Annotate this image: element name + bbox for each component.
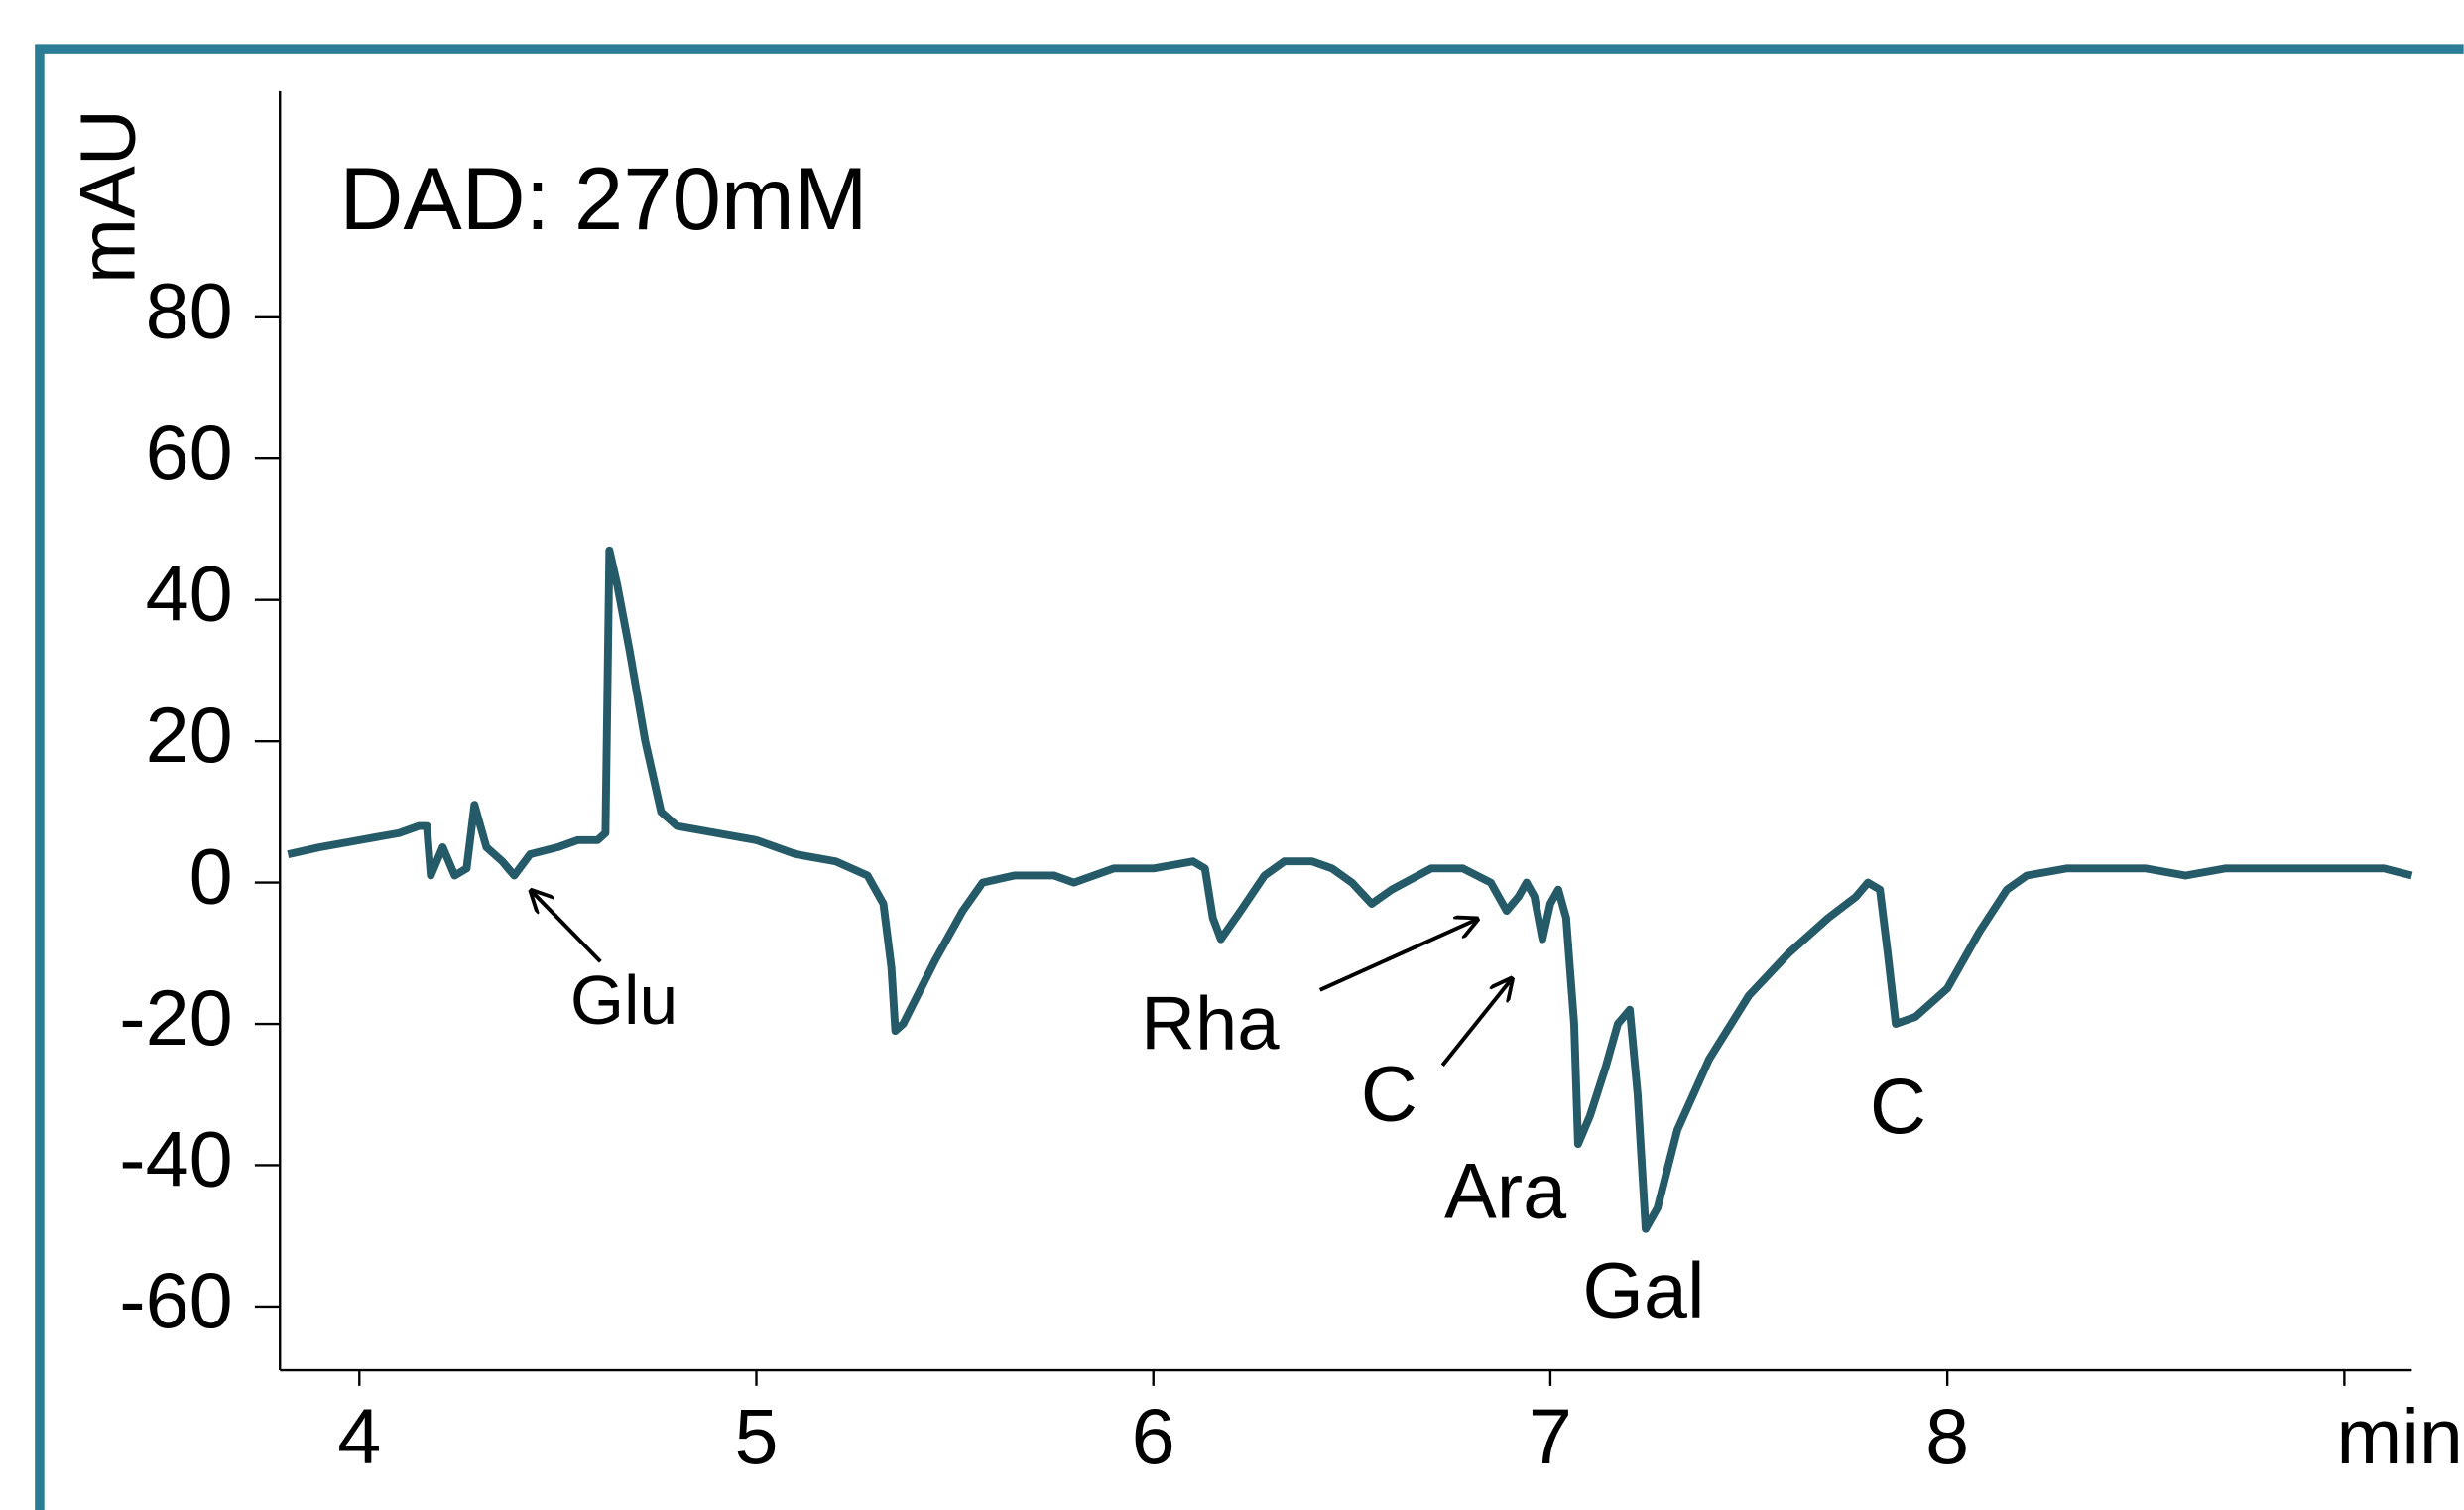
y-tick-label: -20 xyxy=(119,973,232,1062)
peak-label: Glu xyxy=(570,961,678,1039)
y-tick-label: 80 xyxy=(146,267,233,355)
peak-label: C xyxy=(1870,1062,1926,1150)
peak-label: Rha xyxy=(1141,981,1280,1066)
peak-arrow xyxy=(1440,979,1512,1068)
x-tick-label: 7 xyxy=(1529,1392,1572,1480)
peak-label: C xyxy=(1361,1050,1417,1138)
y-tick-label: 20 xyxy=(146,691,233,779)
peak-label: Gal xyxy=(1582,1246,1704,1334)
peak-arrow xyxy=(1318,920,1477,992)
x-tick-label: 4 xyxy=(337,1392,381,1480)
frame xyxy=(35,44,2464,1510)
y-tick-label: 60 xyxy=(146,408,233,496)
y-tick-label: -60 xyxy=(119,1256,232,1344)
y-tick-label: 0 xyxy=(189,832,233,921)
x-tick-label: 6 xyxy=(1132,1392,1175,1480)
y-tick-label: 40 xyxy=(146,550,233,638)
y-tick-label: -40 xyxy=(119,1114,232,1202)
chart-title: DAD: 270mM xyxy=(339,150,867,248)
trace xyxy=(287,546,2413,1233)
x-tick-label: 8 xyxy=(1925,1392,1969,1480)
x-tick-label: 5 xyxy=(734,1392,778,1480)
x-axis-label: min xyxy=(2336,1392,2463,1480)
peak-label: Ara xyxy=(1444,1147,1567,1235)
y-axis-label: mAU xyxy=(62,109,151,284)
peak-arrow xyxy=(532,891,602,963)
